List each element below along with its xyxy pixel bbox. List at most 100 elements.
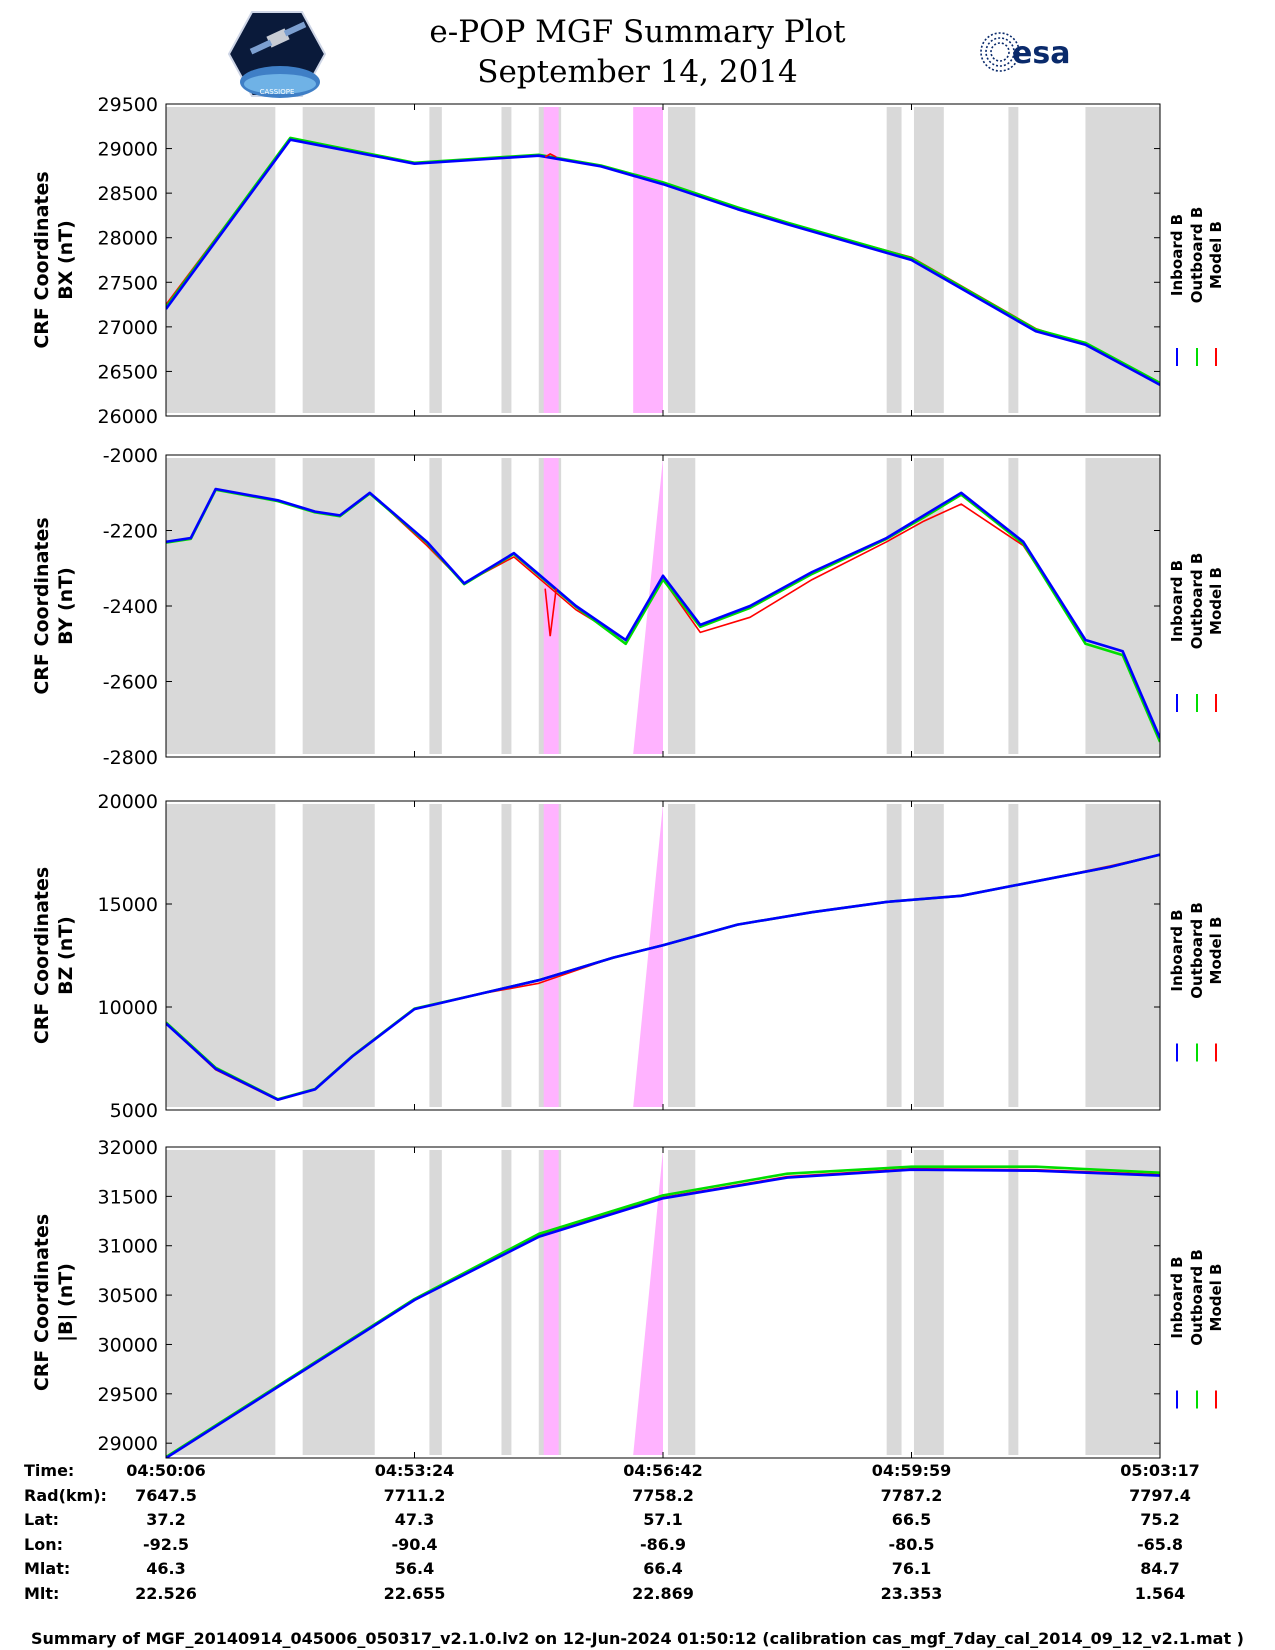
info-cell: -86.9 [639,1534,687,1554]
gray-region-7 [886,804,902,1107]
magenta-region-1 [543,804,559,1107]
info-row: Mlat: 46.3 56.4 66.4 76.1 84.7 [0,1559,1275,1584]
info-row-label: Mlt: [24,1583,60,1603]
series-inboard-b-line [166,853,1160,1101]
gray-region-10 [1085,107,1160,413]
info-cell: 05:03:17 [1120,1461,1200,1480]
info-cell: 57.1 [643,1510,683,1530]
info-cell: 56.4 [394,1559,435,1579]
info-row-label: Rad(km): [24,1485,107,1505]
info-cell: 46.3 [146,1559,186,1579]
legend-label: Outboard B [1188,1249,1206,1346]
info-cell: 84.7 [1140,1559,1180,1579]
info-row: Time: 04:50:06 04:53:24 04:56:42 04:59:59 05:… [0,1461,1275,1486]
orbit-info-table: Time: 04:50:06 04:53:24 04:56:42 04:59:59 05:… [0,1461,1275,1609]
gray-region-3 [429,458,442,754]
legend-label: Inboard B [1168,214,1186,296]
plot-title: e-POP MGF Summary Plot [429,14,846,50]
info-cell: -92.5 [142,1534,190,1554]
y-tick-label: 30500 [98,1285,158,1307]
info-cell: 04:56:42 [623,1461,703,1480]
gray-region-7 [886,458,902,754]
info-cell: -65.8 [1136,1534,1184,1554]
gray-region-3 [429,1150,442,1455]
legend-label: Model B [1207,917,1225,985]
y-tick-label: 27000 [98,317,158,339]
info-row: Mlt: 22.526 22.655 22.869 23.353 1.564 [0,1584,1275,1609]
info-row: Rad(km): 7647.5 7711.2 7758.2 7787.2 7797.4 [0,1486,1275,1511]
y-tick-label: 28500 [98,183,158,205]
info-row: Lon: -92.5 -90.4 -86.9 -80.5 -65.8 [0,1535,1275,1560]
info-cell: 66.4 [643,1559,683,1579]
y-axis-label: CRF Coordinates BX (nT) [31,171,77,348]
info-cell: 66.5 [891,1510,932,1530]
gray-region-8 [913,1150,944,1455]
chart-panel-3: 5000 10000 15000 20000 CRF Coordinates BZ (nT… [31,791,1225,1122]
info-cell: 04:59:59 [871,1461,952,1480]
series-inboard-b-line [166,487,1160,739]
y-tick-label: 27500 [98,272,158,294]
info-row-label: Time: [24,1461,75,1480]
info-cell: 7758.2 [632,1485,694,1505]
magenta-region-2 [633,458,663,754]
info-cell: 1.564 [1134,1583,1186,1603]
info-row-label: Lat: [24,1510,60,1530]
legend-label: Model B [1207,567,1225,635]
info-cell: 76.1 [891,1559,932,1579]
info-row: Lat: 37.2 47.3 57.1 66.5 75.2 [0,1510,1275,1535]
gray-region-2 [302,107,375,413]
info-cell: 7711.2 [383,1485,446,1505]
y-tick-label: -2000 [103,445,158,467]
info-cell: 22.869 [632,1583,694,1603]
gray-region-10 [1085,458,1160,754]
gray-region-10 [1085,804,1160,1107]
legend-label: Outboard B [1188,902,1206,999]
magenta-region-1 [543,458,559,754]
magenta-region-1 [543,107,559,413]
footer-caption: Summary of MGF_20140914_045006_050317_v2… [31,1629,1244,1648]
info-cell: 22.526 [135,1583,197,1603]
info-row-label: Mlat: [24,1559,71,1579]
magenta-region-1 [543,1150,559,1455]
y-tick-label: 29000 [98,139,158,161]
magenta-region-2 [633,804,663,1107]
info-cell: 23.353 [880,1583,943,1603]
gray-region-9 [1008,107,1019,413]
gray-region-6 [667,1150,696,1455]
info-cell: 04:50:06 [126,1461,206,1480]
magenta-region-2 [633,107,663,413]
info-cell: 7647.5 [135,1485,197,1505]
info-cell: 37.2 [146,1510,186,1530]
cassiope-logo: CASSIOPE [228,11,326,98]
model-anomaly-mark [544,153,557,158]
gray-region-8 [913,804,944,1107]
y-axis-label: CRF Coordinates BZ (nT) [31,867,77,1044]
gray-region-2 [302,458,375,754]
gray-region-8 [913,107,944,413]
y-tick-label: 5000 [110,1100,158,1122]
gray-region-6 [667,107,696,413]
y-tick-label: 31000 [98,1236,158,1258]
gray-region-2 [302,1150,375,1455]
gray-region-8 [913,458,944,754]
y-tick-label: -2200 [103,521,158,543]
gray-region-1 [166,458,276,754]
svg-text:esa: esa [1012,36,1070,71]
gray-region-7 [886,107,902,413]
y-tick-label: 26000 [98,406,158,428]
series-inboard-b-line [166,1168,1160,1458]
y-tick-label: 30000 [98,1334,158,1356]
gray-region-2 [302,804,375,1107]
info-cell: -90.4 [391,1534,438,1554]
gray-region-6 [667,804,696,1107]
gray-region-9 [1008,458,1019,754]
y-tick-label: 26500 [98,361,158,383]
legend-label: Outboard B [1188,553,1206,650]
legend-label: Model B [1207,1264,1225,1332]
info-cell: 75.2 [1140,1510,1180,1530]
legend-label: Outboard B [1188,207,1206,304]
legend-label: Inboard B [1168,1256,1186,1338]
y-tick-label: 32000 [98,1137,158,1159]
info-cell: 04:53:24 [374,1461,455,1480]
chart-panel-2: -2800 -2600 -2400 -2200 -2000 CRF Coordinates… [31,445,1225,769]
